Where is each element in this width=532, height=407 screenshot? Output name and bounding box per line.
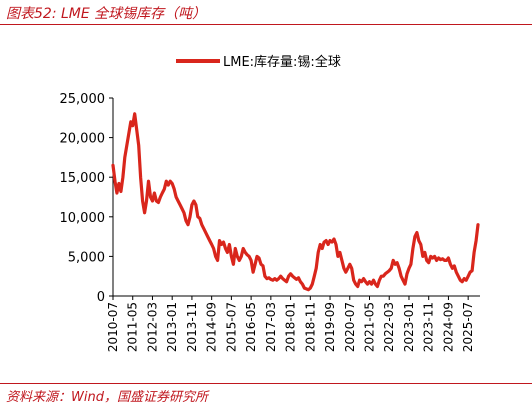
plot-area (111, 112, 480, 292)
x-tick-label: 2013-11 (185, 302, 199, 352)
x-tick-label: 2024-09 (441, 302, 455, 352)
x-tick-label: 2013-01 (165, 302, 179, 352)
x-tick-label: 2025-07 (461, 302, 475, 352)
y-tick-label: 20,000 (60, 132, 106, 147)
x-tick-label: 2011-05 (126, 302, 140, 352)
source-note: 资料来源：Wind，国盛证券研究所 (6, 390, 208, 405)
x-tick-label: 2021-05 (363, 302, 377, 352)
x-tick-label: 2015-07 (224, 302, 238, 352)
y-axis: 0 5,000 10,000 15,000 20,000 25,000 (60, 92, 114, 305)
line-chart: LME:库存量:锡:全球 0 5,000 10,000 15,000 20,000 25,… (60, 54, 480, 352)
source-divider (0, 383, 532, 384)
x-tick-label: 2023-01 (402, 302, 416, 352)
x-tick-label: 2012-03 (145, 302, 159, 352)
x-tick-label: 2019-09 (323, 302, 337, 352)
title-divider (0, 24, 532, 25)
x-tick-label: 2023-11 (422, 302, 436, 352)
y-tick-label: 25,000 (60, 92, 106, 107)
legend-label: LME:库存量:锡:全球 (223, 54, 341, 70)
y-tick-label: 0 (97, 290, 105, 305)
series-line (111, 112, 480, 292)
x-tick-label: 2018-11 (303, 302, 317, 352)
y-tick-label: 10,000 (60, 211, 106, 226)
x-tick-label: 2017-03 (264, 302, 278, 352)
legend: LME:库存量:锡:全球 (176, 54, 341, 70)
y-tick-label: 5,000 (68, 250, 105, 265)
x-tick-label: 2020-07 (343, 302, 357, 352)
x-tick-label: 2010-07 (106, 302, 120, 352)
x-tick-label: 2018-01 (284, 302, 298, 352)
x-axis: 2010-07 2011-05 2012-03 2013-01 2013-11 2014-… (106, 295, 480, 352)
x-tick-label: 2014-09 (205, 302, 219, 352)
figure-title: 图表52: LME 全球锡库存（吨） (6, 6, 207, 22)
x-tick-label: 2022-03 (382, 302, 396, 352)
y-tick-label: 15,000 (60, 171, 106, 186)
x-tick-label: 2016-05 (244, 302, 258, 352)
